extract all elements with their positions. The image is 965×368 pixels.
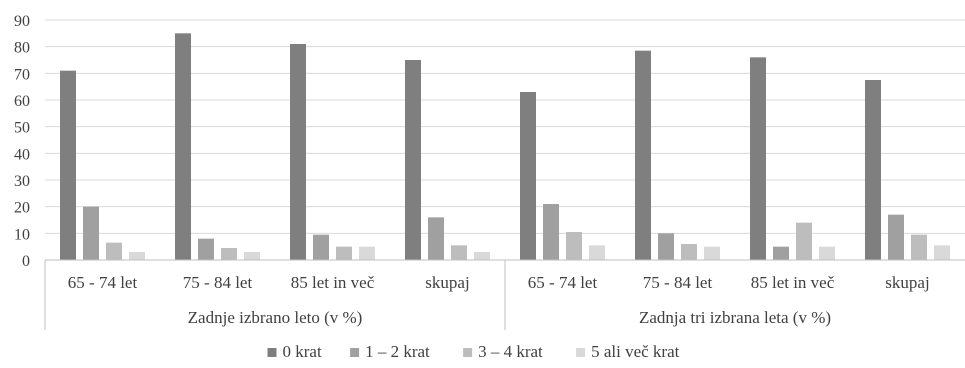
bar [405, 60, 421, 260]
bar [244, 252, 260, 260]
bar [313, 234, 329, 260]
x-tick-label: 65 - 74 let [528, 273, 598, 292]
gridlines [45, 19, 965, 234]
bar [336, 246, 352, 260]
legend-label: 0 krat [283, 342, 322, 361]
bar [704, 246, 720, 260]
bar [796, 222, 812, 260]
bar [589, 245, 605, 260]
y-tick-label: 90 [14, 13, 30, 30]
bar [175, 33, 191, 261]
bar [865, 80, 881, 260]
bars [60, 33, 950, 261]
y-tick-label: 80 [14, 40, 30, 57]
group-label: Zadnja tri izbrana leta (v %) [639, 308, 831, 327]
legend-label: 3 – 4 krat [478, 342, 543, 361]
y-tick-label: 40 [14, 146, 30, 163]
x-tick-label: skupaj [885, 273, 929, 292]
y-tick-label: 60 [14, 93, 30, 110]
bar [428, 217, 444, 260]
bar [83, 206, 99, 260]
bar [129, 252, 145, 260]
bar [566, 232, 582, 260]
x-axis: 65 - 74 let 75 - 84 let 85 let in več skupa… [44, 259, 965, 330]
legend-swatch [267, 348, 277, 357]
bar [888, 214, 904, 260]
y-tick-label: 20 [14, 200, 30, 217]
bar [911, 234, 927, 260]
bar [474, 252, 490, 260]
x-tick-label: 85 let in več [751, 273, 835, 292]
legend-swatch [576, 348, 586, 357]
bar [543, 204, 559, 260]
y-tick-label: 0 [22, 253, 30, 270]
group-label: Zadnje izbrano leto (v %) [188, 308, 363, 327]
bar [451, 245, 467, 260]
bar [221, 248, 237, 260]
bar [658, 233, 674, 260]
bar [106, 242, 122, 260]
y-tick-label: 10 [14, 226, 30, 243]
bar [934, 245, 950, 260]
y-tick-label: 30 [14, 173, 30, 190]
bar [198, 238, 214, 260]
legend: 0 krat 1 – 2 krat 3 – 4 krat 5 ali več krat [267, 342, 680, 361]
legend-label: 5 ali več krat [591, 342, 680, 361]
x-tick-label: 85 let in več [291, 273, 375, 292]
y-axis: 0 10 20 30 40 50 60 70 80 90 [14, 13, 30, 270]
x-tick-label: 75 - 84 let [643, 273, 713, 292]
legend-swatch [350, 348, 360, 357]
y-tick-label: 50 [14, 120, 30, 137]
bar [819, 246, 835, 260]
bar [359, 246, 375, 260]
x-tick-label: 65 - 74 let [68, 273, 138, 292]
bar [60, 70, 76, 261]
x-tick-label: skupaj [425, 273, 469, 292]
legend-swatch [463, 348, 473, 357]
bar [681, 244, 697, 260]
legend-label: 1 – 2 krat [365, 342, 430, 361]
bar [773, 246, 789, 260]
x-tick-label: 75 - 84 let [183, 273, 253, 292]
bar [635, 50, 651, 260]
bar [290, 44, 306, 260]
bar [520, 92, 536, 260]
y-tick-label: 70 [14, 66, 30, 83]
bar [750, 57, 766, 261]
